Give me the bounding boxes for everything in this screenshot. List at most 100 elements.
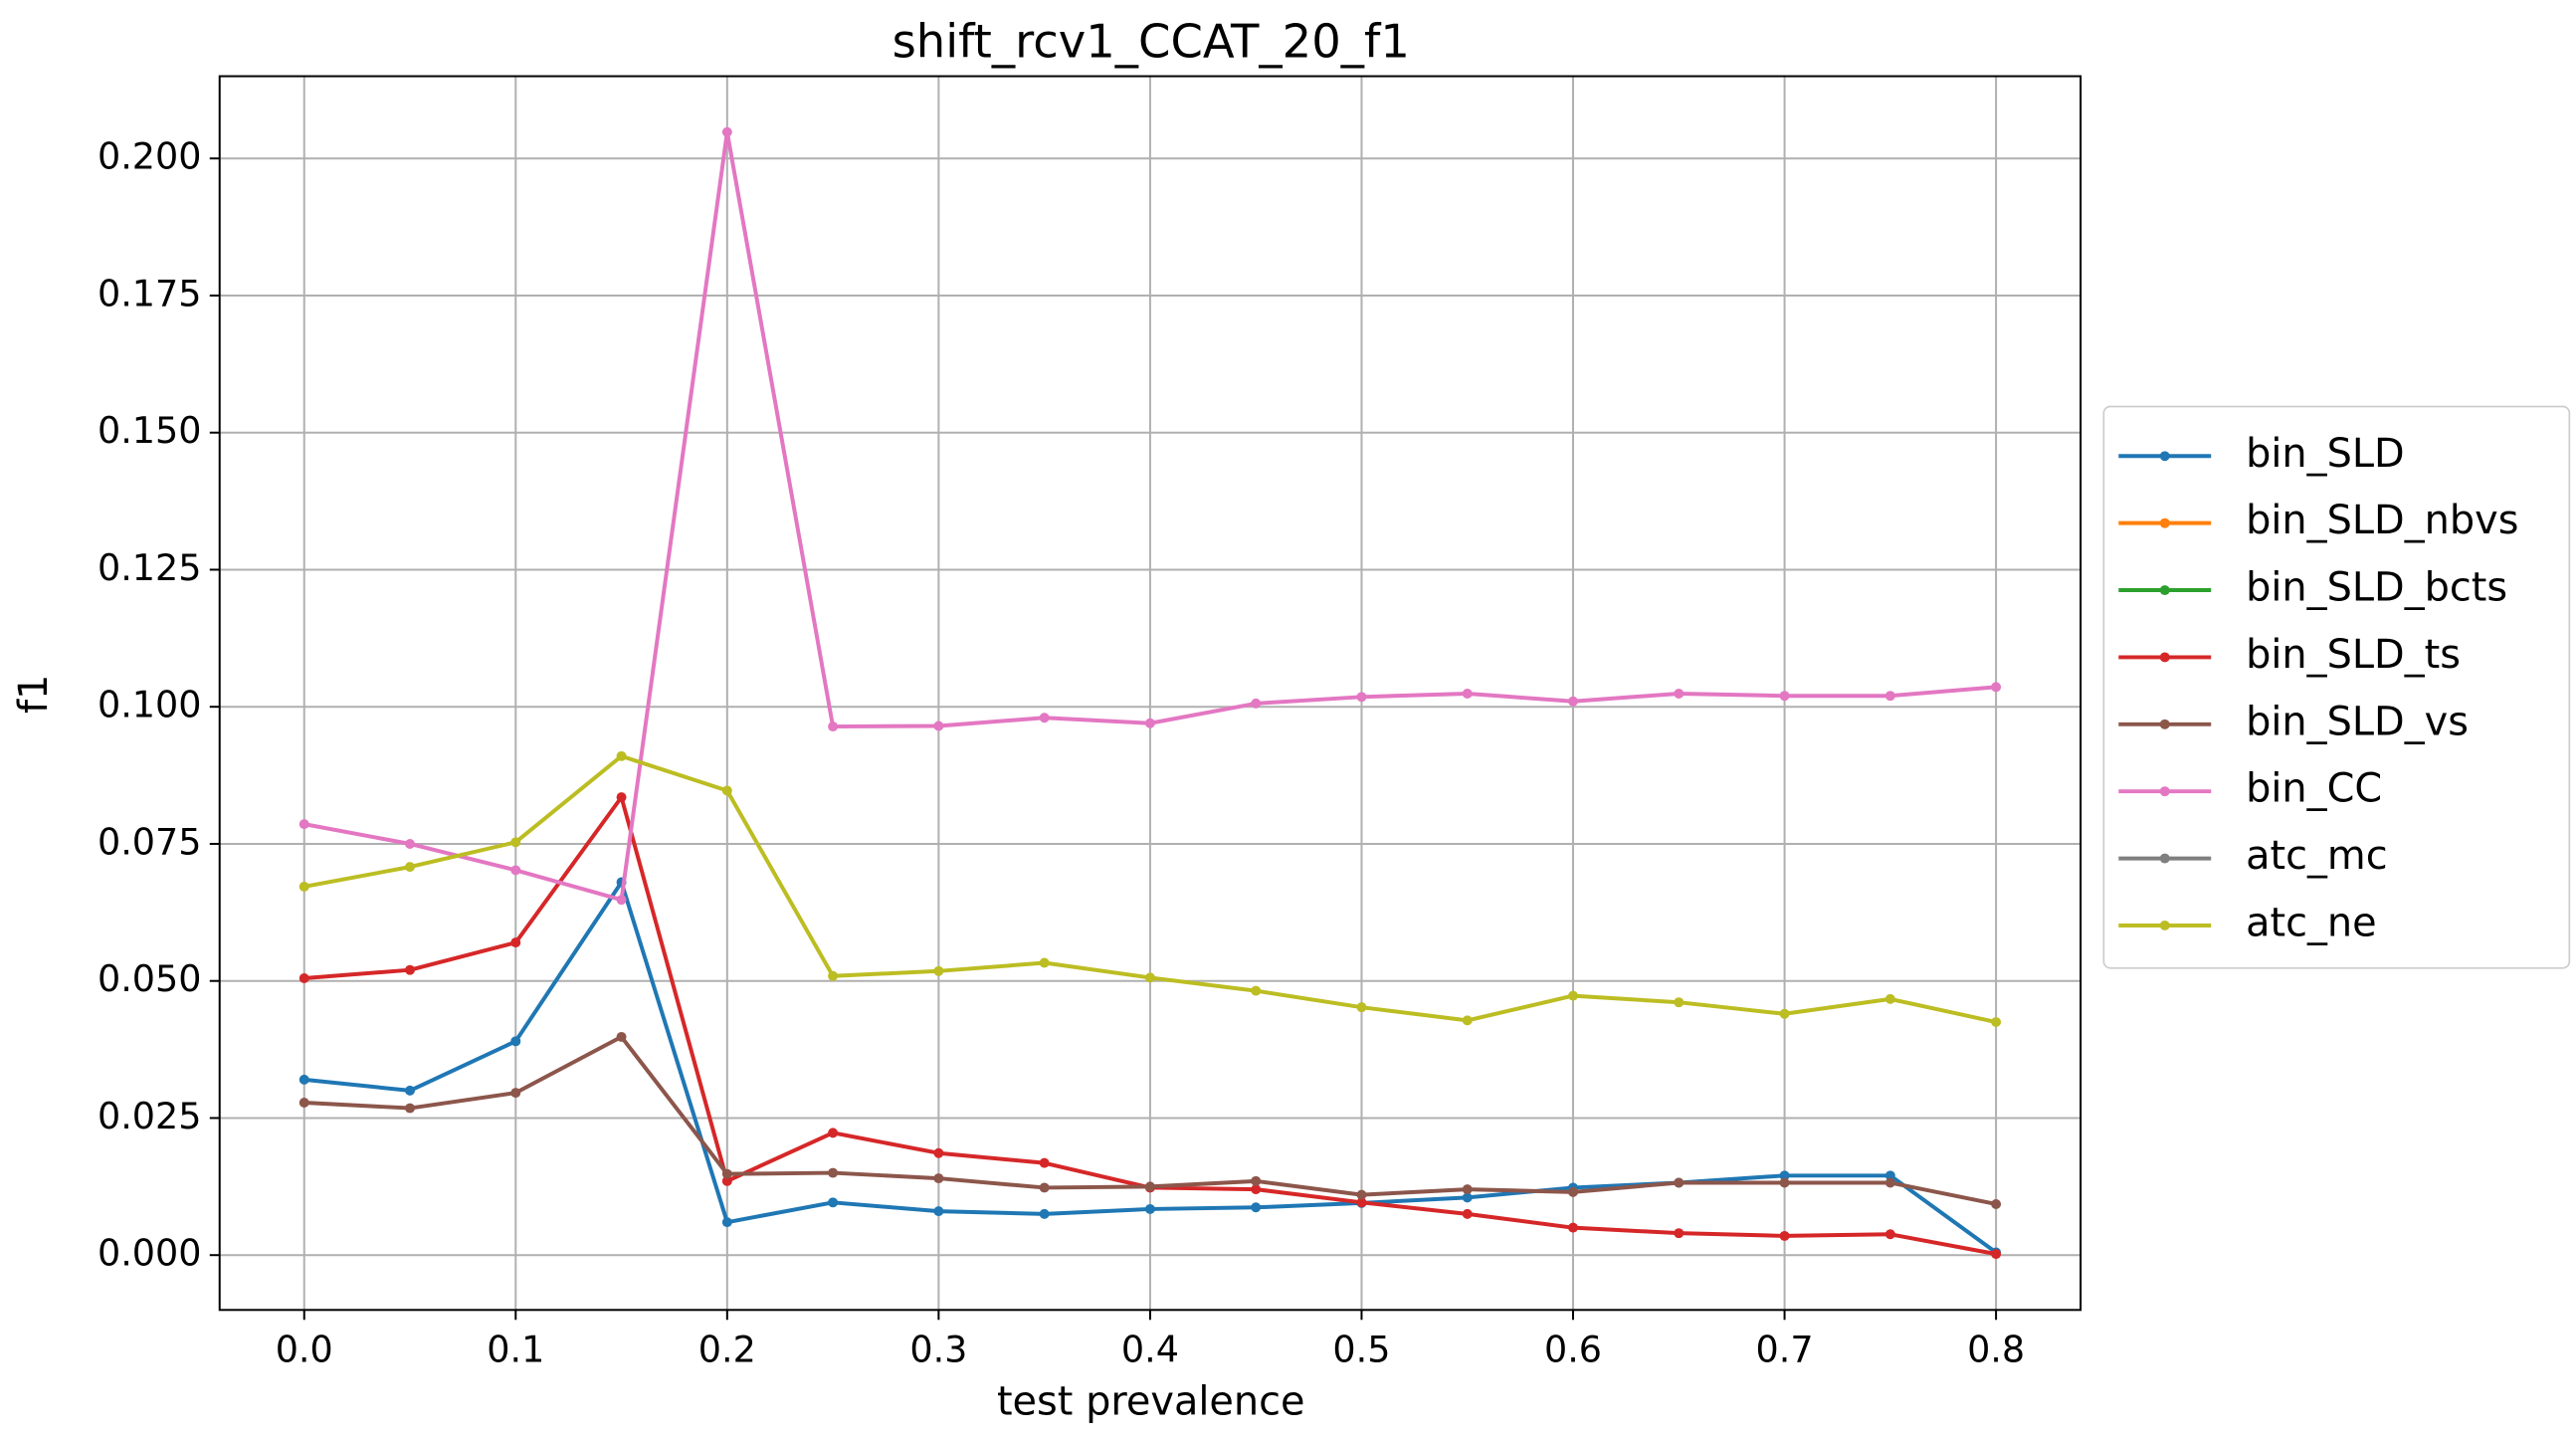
data-point bbox=[616, 750, 627, 761]
legend-label: bin_SLD_vs bbox=[2246, 699, 2469, 744]
data-point bbox=[1884, 691, 1895, 702]
data-point bbox=[616, 1031, 627, 1042]
data-point bbox=[721, 1168, 732, 1179]
y-tick-label: 0.100 bbox=[98, 684, 202, 726]
legend-label: atc_mc bbox=[2246, 833, 2388, 879]
y-axis-label: f1 bbox=[11, 675, 57, 714]
legend-marker bbox=[2159, 652, 2170, 663]
data-point bbox=[1462, 1015, 1473, 1026]
data-point bbox=[1991, 1017, 2002, 1028]
data-point bbox=[1039, 713, 1050, 723]
y-tick-label: 0.125 bbox=[98, 546, 202, 589]
data-point bbox=[1356, 1002, 1367, 1013]
data-point bbox=[721, 785, 732, 796]
data-point bbox=[933, 1173, 944, 1184]
x-axis-label: test prevalence bbox=[997, 1378, 1305, 1424]
data-point bbox=[721, 1217, 732, 1228]
data-point bbox=[933, 965, 944, 976]
data-point bbox=[1251, 1184, 1262, 1195]
data-point bbox=[721, 1175, 732, 1186]
data-point bbox=[510, 1036, 521, 1047]
legend-marker bbox=[2159, 517, 2170, 528]
data-point bbox=[721, 126, 732, 137]
data-point bbox=[510, 865, 521, 876]
x-tick-label: 0.1 bbox=[487, 1328, 544, 1370]
data-point bbox=[1039, 957, 1050, 968]
legend-marker bbox=[2159, 719, 2170, 729]
data-point bbox=[1251, 698, 1262, 709]
legend-marker bbox=[2159, 451, 2170, 462]
legend-label: bin_SLD_nbvs bbox=[2246, 498, 2518, 543]
legend-label: bin_CC bbox=[2246, 766, 2382, 812]
data-point bbox=[933, 720, 944, 731]
y-tick-label: 0.175 bbox=[98, 272, 202, 314]
data-point bbox=[298, 1074, 309, 1085]
y-tick-label: 0.050 bbox=[98, 957, 202, 1000]
data-point bbox=[405, 1085, 415, 1096]
data-point bbox=[1356, 1189, 1367, 1200]
data-point bbox=[298, 1098, 309, 1109]
legend-label: bin_SLD_bcts bbox=[2246, 565, 2507, 611]
data-point bbox=[1039, 1182, 1050, 1193]
x-tick-label: 0.4 bbox=[1121, 1328, 1179, 1370]
data-point bbox=[933, 1147, 944, 1158]
x-tick-label: 0.7 bbox=[1756, 1328, 1814, 1370]
data-point bbox=[1884, 1177, 1895, 1188]
data-point bbox=[1779, 1170, 1790, 1181]
y-tick-label: 0.075 bbox=[98, 820, 202, 863]
data-point bbox=[1884, 1170, 1895, 1181]
data-point bbox=[1251, 1175, 1262, 1186]
legend-marker bbox=[2159, 920, 2170, 930]
data-point bbox=[298, 881, 309, 892]
y-tick-label: 0.150 bbox=[98, 409, 202, 452]
x-tick-label: 0.2 bbox=[698, 1328, 756, 1370]
data-point bbox=[828, 1167, 839, 1178]
data-point bbox=[1884, 993, 1895, 1004]
data-point bbox=[1356, 692, 1367, 703]
data-point bbox=[616, 792, 627, 803]
data-point bbox=[1144, 972, 1155, 983]
data-point bbox=[828, 721, 839, 732]
data-point bbox=[510, 837, 521, 848]
data-point bbox=[1884, 1229, 1895, 1240]
data-point bbox=[1251, 985, 1262, 996]
x-tick-label: 0.5 bbox=[1332, 1328, 1390, 1370]
legend-marker bbox=[2159, 585, 2170, 596]
data-point bbox=[1039, 1157, 1050, 1168]
data-point bbox=[1568, 696, 1578, 707]
data-point bbox=[1462, 1184, 1473, 1195]
data-point bbox=[405, 964, 415, 975]
legend-label: atc_ne bbox=[2246, 900, 2377, 945]
legend-marker bbox=[2159, 786, 2170, 797]
x-tick-label: 0.0 bbox=[276, 1328, 333, 1370]
data-point bbox=[1462, 1208, 1473, 1219]
data-point bbox=[1991, 1198, 2002, 1209]
data-point bbox=[1462, 1192, 1473, 1203]
data-point bbox=[1568, 990, 1578, 1001]
legend-box bbox=[2102, 405, 2571, 969]
x-tick-label: 0.6 bbox=[1544, 1328, 1602, 1370]
plot-frame bbox=[218, 75, 2082, 1312]
data-point bbox=[405, 1103, 415, 1114]
data-point bbox=[616, 895, 627, 906]
data-point bbox=[828, 970, 839, 981]
data-point bbox=[1779, 1008, 1790, 1019]
data-point bbox=[510, 1088, 521, 1099]
data-point bbox=[1674, 997, 1684, 1008]
data-point bbox=[1674, 689, 1684, 699]
x-tick-label: 0.8 bbox=[1967, 1328, 2025, 1370]
data-point bbox=[405, 862, 415, 873]
legend-label: bin_SLD_ts bbox=[2246, 632, 2461, 678]
x-tick-label: 0.3 bbox=[909, 1328, 967, 1370]
data-point bbox=[1568, 1186, 1578, 1197]
y-tick-label: 0.000 bbox=[98, 1232, 202, 1275]
y-tick-label: 0.200 bbox=[98, 135, 202, 178]
data-point bbox=[1779, 691, 1790, 702]
data-point bbox=[1039, 1208, 1050, 1219]
y-tick-label: 0.025 bbox=[98, 1095, 202, 1137]
chart-title: shift_rcv1_CCAT_20_f1 bbox=[892, 15, 1410, 69]
data-point bbox=[1991, 1249, 2002, 1260]
data-point bbox=[298, 972, 309, 983]
data-point bbox=[1251, 1202, 1262, 1213]
